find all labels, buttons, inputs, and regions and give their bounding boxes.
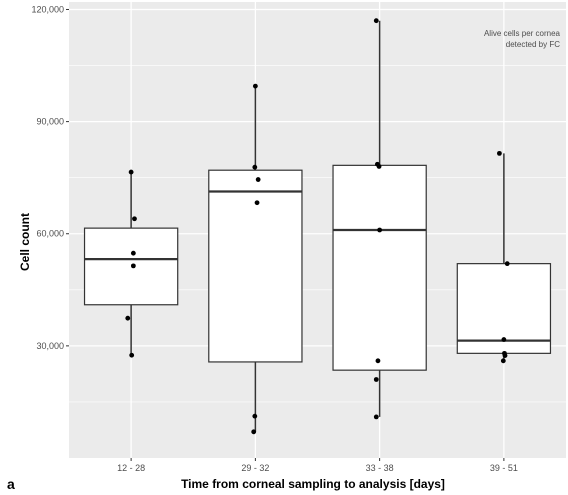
x-tick-label: 12 - 28 bbox=[117, 463, 145, 473]
data-point bbox=[252, 83, 258, 89]
data-point bbox=[497, 150, 502, 156]
x-axis-title: Time from corneal sampling to analysis [… bbox=[181, 477, 445, 491]
data-point bbox=[377, 227, 383, 233]
box-iqr bbox=[332, 164, 427, 371]
y-axis-title: Cell count bbox=[18, 213, 32, 271]
data-point bbox=[129, 352, 135, 358]
data-point bbox=[501, 337, 507, 342]
data-point bbox=[373, 18, 379, 24]
data-point bbox=[504, 261, 510, 267]
data-point bbox=[254, 200, 260, 206]
panel-label: a bbox=[7, 476, 15, 492]
data-point bbox=[373, 414, 379, 420]
annotation-line-2: detected by FC bbox=[506, 40, 560, 49]
box-iqr bbox=[208, 169, 303, 363]
data-point bbox=[252, 164, 258, 170]
data-point bbox=[375, 358, 381, 364]
data-point bbox=[373, 377, 379, 382]
data-point bbox=[125, 315, 131, 321]
x-tick-label: 29 - 32 bbox=[241, 463, 269, 473]
data-point bbox=[132, 216, 137, 222]
data-point bbox=[255, 177, 261, 182]
data-point bbox=[251, 429, 257, 435]
y-tick-label: 120,000 bbox=[31, 4, 64, 14]
data-point bbox=[252, 413, 258, 419]
data-point bbox=[376, 164, 382, 169]
annotation-line-1: Alive cells per cornea bbox=[484, 29, 561, 38]
x-tick-label: 33 - 38 bbox=[366, 463, 394, 473]
data-point bbox=[130, 250, 136, 256]
y-tick-label: 90,000 bbox=[36, 117, 64, 127]
data-point bbox=[130, 263, 136, 269]
data-point bbox=[502, 353, 508, 358]
data-point bbox=[500, 358, 506, 364]
x-tick-label: 39 - 51 bbox=[490, 463, 518, 473]
y-tick-label: 60,000 bbox=[36, 229, 64, 239]
y-tick-label: 30,000 bbox=[36, 341, 64, 351]
data-point bbox=[128, 169, 134, 175]
